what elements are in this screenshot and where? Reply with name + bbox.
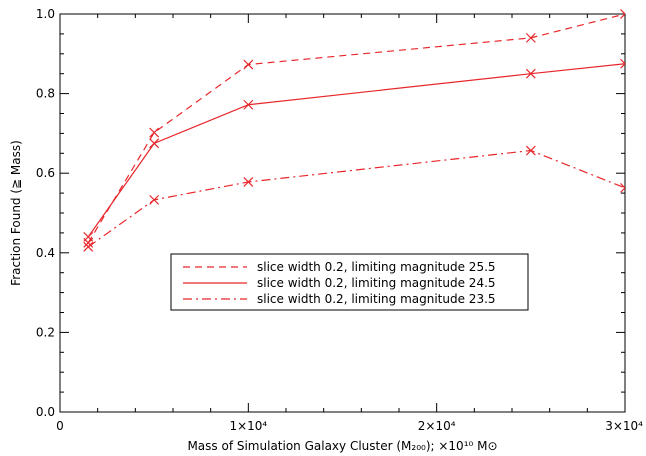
y-tick-label: 0.0 (36, 405, 55, 419)
data-point-marker (83, 241, 94, 252)
legend-box (170, 253, 529, 311)
legend: slice width 0.2, limiting magnitude 25.5… (170, 253, 529, 311)
series-2 (83, 145, 625, 252)
series-1 (83, 58, 625, 242)
data-point-marker (149, 138, 160, 149)
x-tick-label: 2×10⁴ (418, 419, 456, 433)
y-axis-title: Fraction Found (≧ Mass) (9, 140, 23, 286)
y-tick-label: 1.0 (36, 7, 55, 21)
data-point-marker (525, 68, 536, 79)
data-point-marker (243, 99, 254, 110)
y-tick-label: 0.2 (36, 325, 55, 339)
data-point-marker (620, 9, 625, 19)
x-tick-label: 3×10⁴ (605, 419, 643, 433)
x-axis-title: Mass of Simulation Galaxy Cluster (M₂₀₀)… (187, 439, 497, 453)
legend-label: slice width 0.2, limiting magnitude 25.5 (257, 260, 496, 274)
legend-label: slice width 0.2, limiting magnitude 24.5 (257, 276, 496, 290)
data-point-marker (525, 32, 536, 43)
x-tick-label: 1×10⁴ (229, 419, 267, 433)
data-point-marker (620, 58, 625, 69)
data-point-marker (83, 231, 94, 242)
legend-label: slice width 0.2, limiting magnitude 23.5 (257, 292, 496, 306)
data-point-marker (243, 177, 254, 187)
series-layer (83, 9, 625, 252)
x-tick-label: 0 (56, 419, 64, 433)
y-tick-label: 0.8 (36, 87, 55, 101)
data-point-marker (149, 194, 160, 205)
data-point-marker (149, 127, 160, 138)
data-point-marker (525, 145, 536, 156)
y-tick-label: 0.4 (36, 246, 55, 260)
plot-area: 0.0 0.2 0.4 0.6 0.8 1.0 0 1×10⁴ 2×10⁴ 3×10⁴ Mass o… (9, 7, 643, 453)
data-point-marker (243, 59, 254, 70)
data-point-marker (620, 183, 625, 193)
y-tick-label: 0.6 (36, 166, 55, 180)
